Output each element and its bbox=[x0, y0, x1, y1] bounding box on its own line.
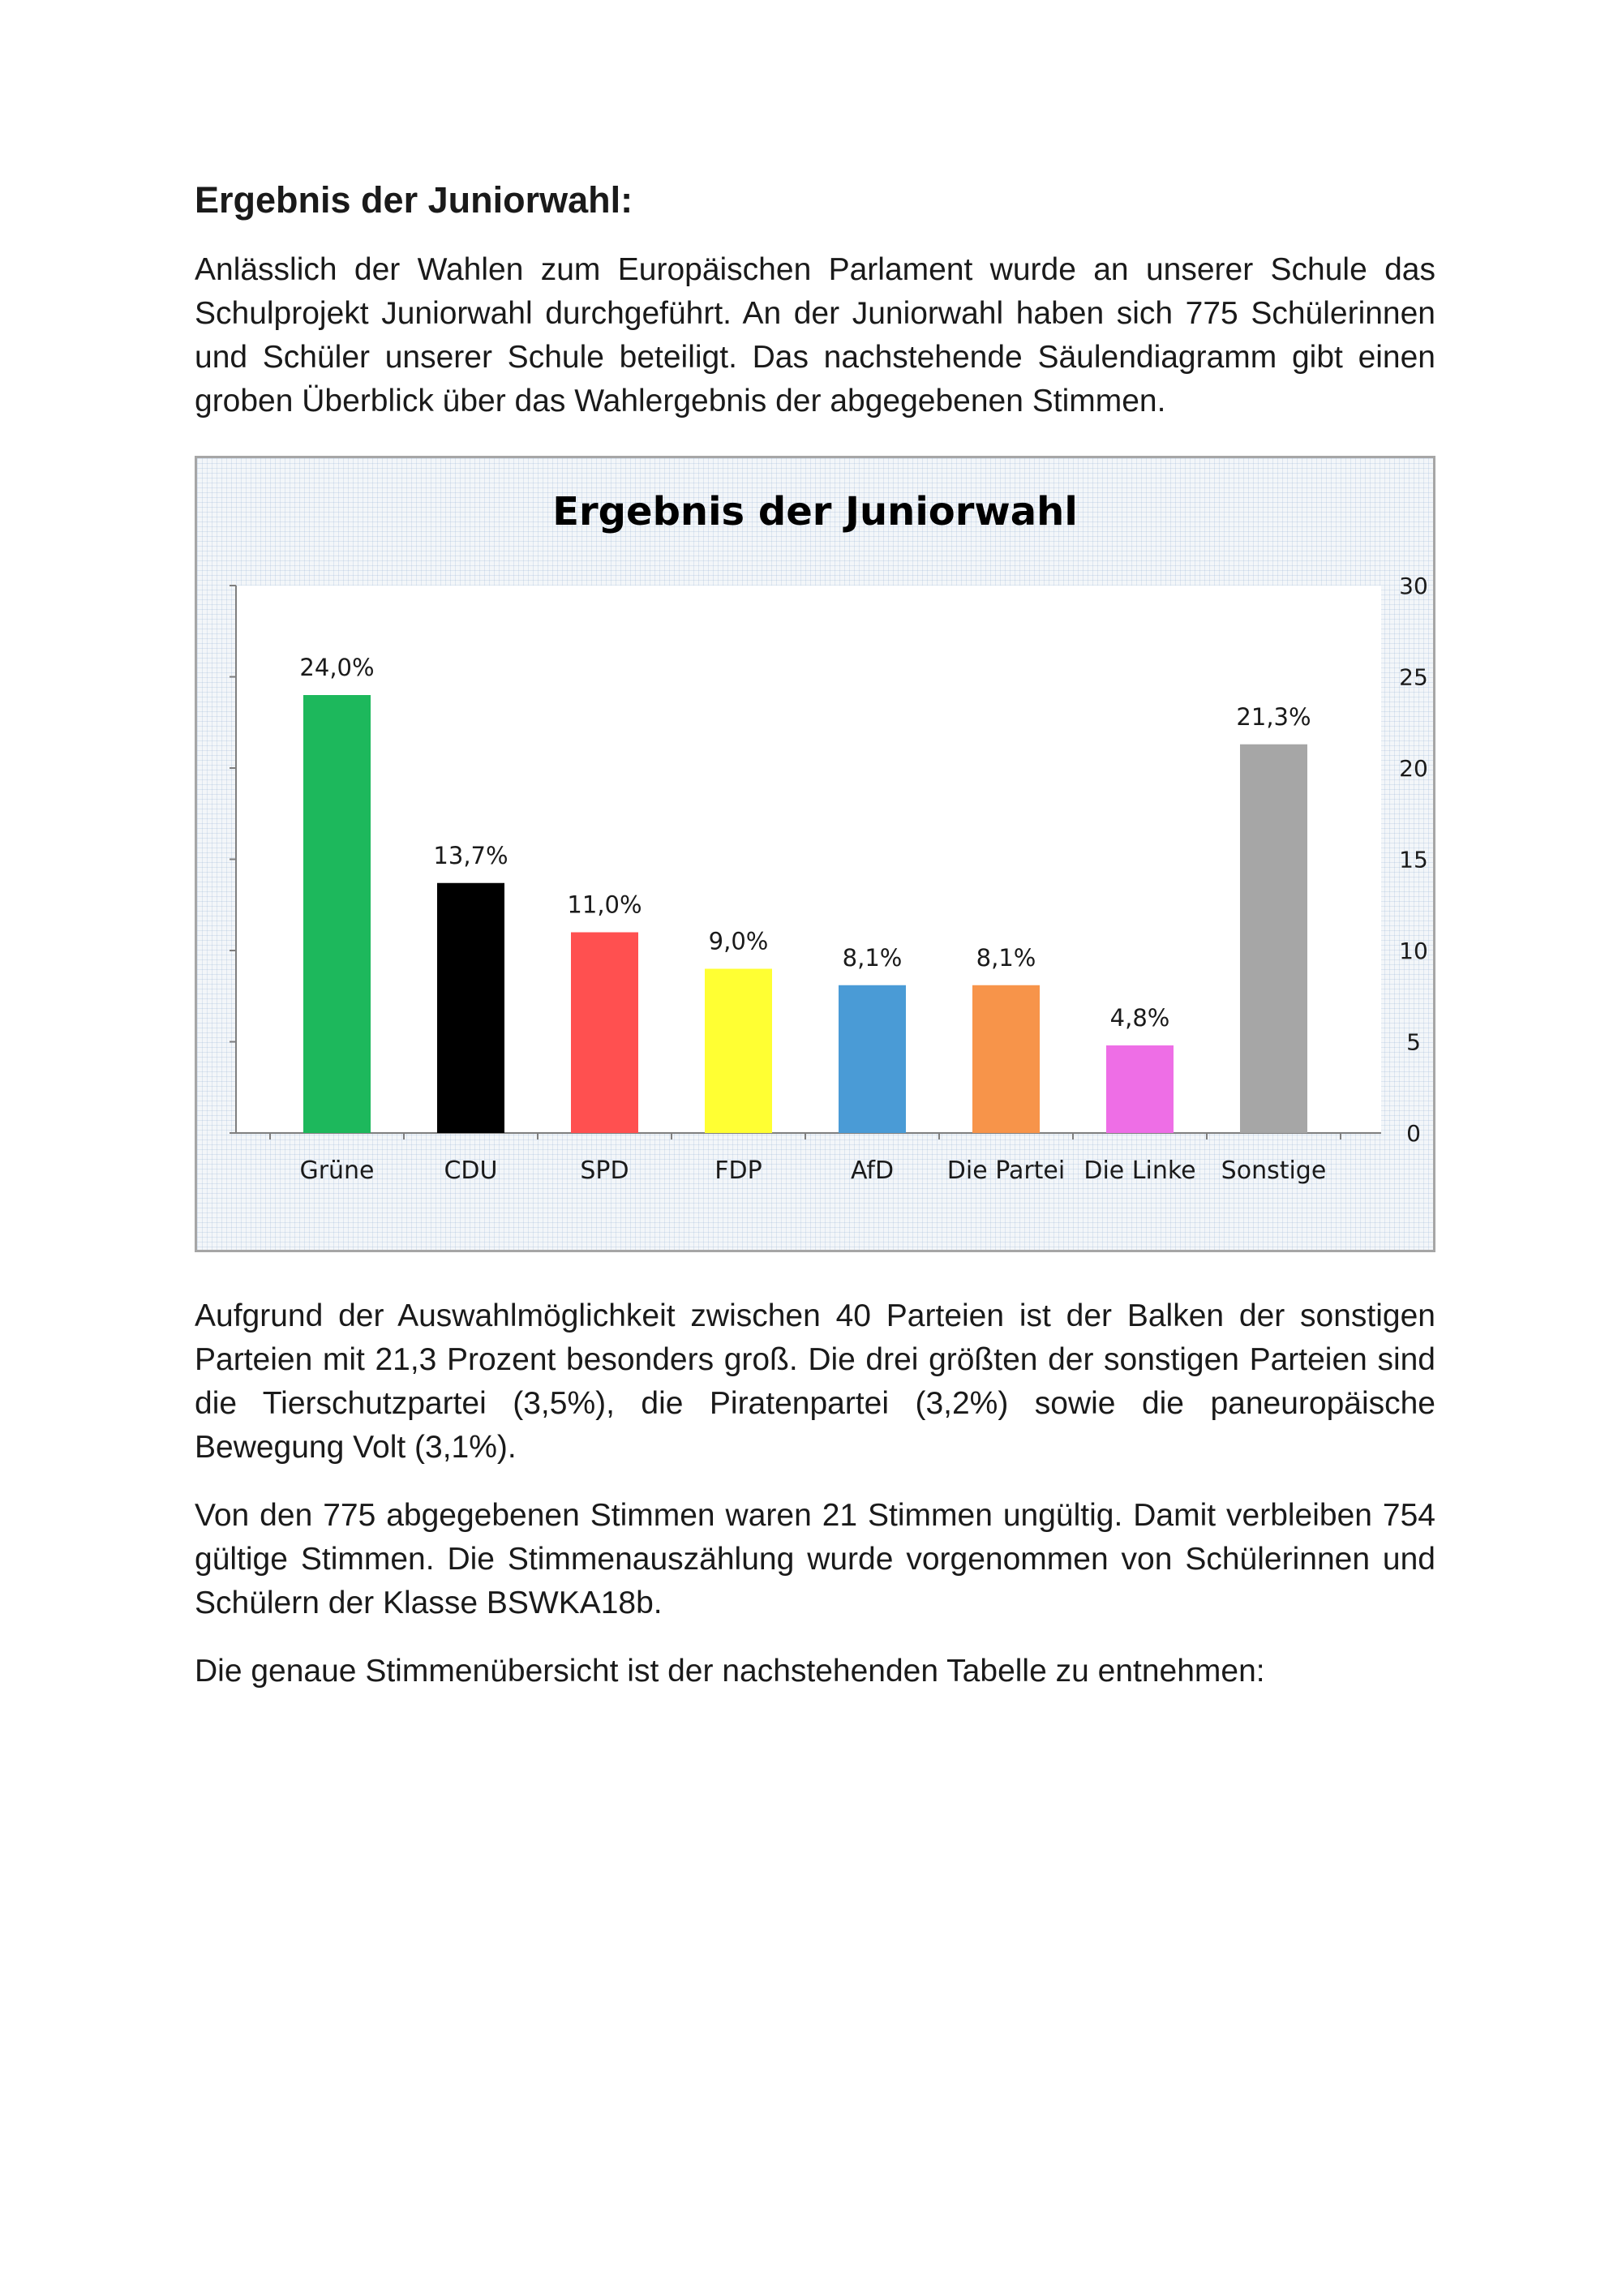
y-tick-label: 10 bbox=[1399, 938, 1428, 964]
chart-axes: 0 5 10 15 20 25 30 bbox=[230, 573, 1428, 1147]
y-tick-label: 0 bbox=[1406, 1120, 1421, 1147]
document-heading: Ergebnis der Juniorwahl: bbox=[195, 179, 633, 221]
chart-bars bbox=[303, 695, 1307, 1133]
y-tick-label: 30 bbox=[1399, 573, 1428, 599]
others-paragraph: Aufgrund der Auswahlmöglichkeit zwischen… bbox=[195, 1298, 1435, 1465]
election-chart: Ergebnis der Juniorwahl 0 5 10 15 20 25 30 24,… bbox=[195, 456, 1435, 1252]
category-label: Die Partei bbox=[947, 1157, 1065, 1185]
category-label: Die Linke bbox=[1083, 1157, 1195, 1185]
data-label: 8,1% bbox=[976, 944, 1036, 972]
bar bbox=[571, 932, 638, 1133]
y-tick-label: 20 bbox=[1399, 755, 1428, 782]
data-label: 9,0% bbox=[709, 928, 769, 955]
votes-paragraph: Von den 775 abgegebenen Stimmen waren 21… bbox=[195, 1498, 1435, 1620]
data-label: 11,0% bbox=[567, 891, 642, 919]
data-label: 8,1% bbox=[843, 944, 903, 972]
data-label: 13,7% bbox=[433, 842, 508, 869]
table-intro-paragraph: Die genaue Stimmenübersicht ist der nach… bbox=[195, 1654, 1265, 1689]
category-label: Sonstige bbox=[1221, 1157, 1327, 1185]
bar bbox=[972, 985, 1040, 1133]
category-label: AfD bbox=[851, 1157, 894, 1185]
chart-title: Ergebnis der Juniorwahl bbox=[552, 489, 1078, 534]
category-label: SPD bbox=[580, 1157, 629, 1185]
bar bbox=[437, 882, 504, 1133]
bar bbox=[839, 985, 906, 1133]
bar bbox=[303, 695, 371, 1133]
data-label: 24,0% bbox=[299, 654, 374, 681]
bar bbox=[705, 968, 772, 1133]
category-label: FDP bbox=[714, 1157, 762, 1185]
category-label: CDU bbox=[444, 1157, 497, 1185]
category-label: Grüne bbox=[299, 1157, 374, 1185]
y-tick-label: 25 bbox=[1399, 664, 1428, 691]
chart-labels: 24,0% Grüne 13,7% CDU 11,0% SPD 9,0% FDP 8,1% AfD… bbox=[299, 654, 1326, 1185]
y-tick-label: 15 bbox=[1399, 847, 1428, 873]
document-page: Ergebnis der Juniorwahl: Anlässlich der … bbox=[195, 178, 1435, 1693]
data-label: 4,8% bbox=[1110, 1004, 1170, 1032]
bar bbox=[1106, 1045, 1174, 1133]
y-tick-label: 5 bbox=[1406, 1029, 1421, 1056]
intro-paragraph: Anlässlich der Wahlen zum Europäischen P… bbox=[195, 252, 1435, 418]
bar bbox=[1240, 744, 1307, 1133]
plot-area bbox=[236, 586, 1381, 1133]
bar-chart-svg: Ergebnis der Juniorwahl 0 5 10 15 20 25 30 24,… bbox=[230, 489, 1428, 1185]
data-label: 21,3% bbox=[1236, 703, 1311, 731]
